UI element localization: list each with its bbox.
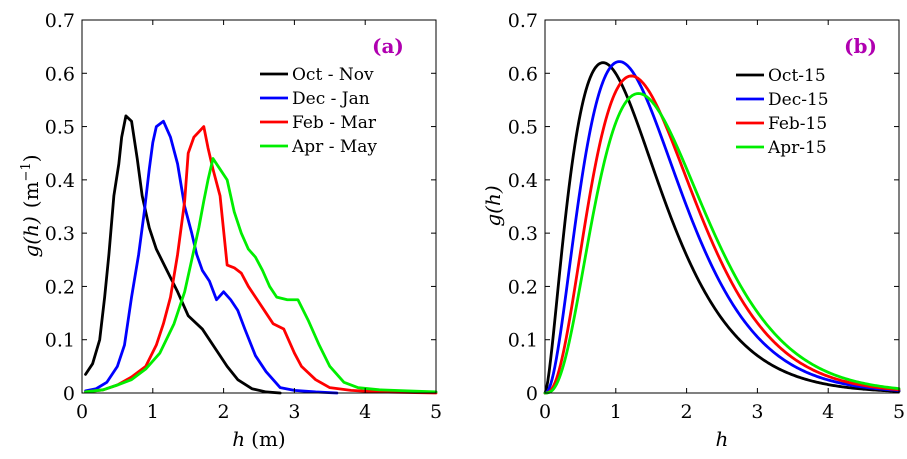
panel-b-legend-label-feb-15: Feb-15 — [768, 114, 827, 134]
panel-b-legend-label-apr-15: Apr-15 — [767, 138, 827, 158]
panel-b-legend: Oct-15 Dec-15 Feb-15 Apr-15 — [736, 66, 829, 158]
panel-b-legend-label-dec-15: Dec-15 — [768, 90, 829, 110]
panel-a-x-axis-label: h (m) — [232, 427, 285, 451]
panel-b-tag: (b) — [844, 34, 877, 58]
panel-a-x-tick-label: 4 — [359, 401, 371, 423]
panel-b-x-tick-label: 1 — [610, 401, 622, 423]
panel-a-legend-label-apr-may: Apr - May — [291, 137, 377, 157]
panel-b-series-line-feb-15 — [543, 74, 901, 395]
panel-b-series-line-apr-15 — [543, 92, 901, 395]
panel-a-y-tick-label: 0.7 — [45, 10, 75, 32]
panel-a-tag: (a) — [372, 34, 404, 58]
panel-a-x-tick-label: 1 — [147, 401, 159, 423]
panel-b-y-tick-label: 0.1 — [508, 330, 538, 352]
panel-b-x-axis-label: h — [716, 427, 729, 451]
panel-b-x-tick-label: 3 — [751, 401, 763, 423]
panel-a-y-axis-label: g(h)(m−1) — [19, 154, 43, 257]
panel-a-series-line-oct-nov — [84, 114, 282, 395]
panel-a-x-tick-label: 5 — [430, 401, 442, 423]
panel-a-y-tick-label: 0.1 — [45, 330, 75, 352]
panel-a-y-tick-label: 0.3 — [45, 223, 75, 245]
panel-b-y-axis-label: g(h) — [481, 185, 505, 226]
panel-b-x-tick-label: 2 — [681, 401, 693, 423]
panel-b-series-group — [543, 60, 901, 395]
panel-b-chart: 0 1 2 3 4 5 0 0.1 0.2 0.3 0.4 0.5 0.6 0.7 (b) Oct-15 D… — [481, 10, 905, 451]
panel-a-y-tick-label: 0.4 — [45, 170, 75, 192]
panel-b-y-tick-label: 0.4 — [508, 170, 538, 192]
panel-a-legend-label-oct-nov: Oct - Nov — [292, 65, 374, 85]
panel-b-y-tick-label: 0.7 — [508, 10, 538, 32]
panel-b-series-line-dec-15 — [543, 60, 901, 395]
panel-a-plot-frame — [81, 19, 437, 394]
panel-b-y-tick-label: 0 — [526, 383, 538, 405]
panel-b-series-line-oct-15 — [543, 61, 901, 395]
panel-a-y-tick-label: 0 — [63, 383, 75, 405]
panel-a-x-tick-label: 3 — [288, 401, 300, 423]
panel-a-legend: Oct - Nov Dec - Jan Feb - Mar Apr - May — [260, 65, 377, 157]
panel-b-plot-frame — [544, 19, 900, 394]
panel-a-series-group — [84, 114, 438, 395]
panel-b-x-tick-label: 4 — [822, 401, 834, 423]
panel-a-x-tick-label: 2 — [218, 401, 230, 423]
panel-a-y-tick-label: 0.6 — [45, 63, 75, 85]
panel-a-ticks-group: 0 1 2 3 4 5 0 0.1 0.2 0.3 0.4 0.5 0.6 0.7 — [45, 10, 442, 423]
panel-b-y-tick-label: 0.2 — [508, 276, 538, 298]
panel-a-y-tick-label: 0.2 — [45, 276, 75, 298]
panel-b-x-tick-label: 5 — [893, 401, 905, 423]
panel-a-chart: 0 1 2 3 4 5 0 0.1 0.2 0.3 0.4 0.5 0.6 0.7 (a) Oct - N… — [19, 10, 442, 451]
panel-b-legend-label-oct-15: Oct-15 — [768, 66, 826, 86]
panel-b-y-tick-label: 0.6 — [508, 63, 538, 85]
panel-b-x-tick-label: 0 — [539, 401, 551, 423]
panel-a-y-tick-label: 0.5 — [45, 117, 75, 139]
panel-a-series-line-feb-mar — [84, 125, 438, 395]
panel-b-y-tick-label: 0.3 — [508, 223, 538, 245]
panel-a-series-line-dec-jan — [84, 119, 339, 395]
panel-b-ticks-group: 0 1 2 3 4 5 0 0.1 0.2 0.3 0.4 0.5 0.6 0.7 — [508, 10, 905, 423]
panel-a-legend-label-feb-mar: Feb - Mar — [292, 113, 377, 133]
panel-a-x-tick-label: 0 — [76, 401, 88, 423]
panel-a-legend-label-dec-jan: Dec - Jan — [292, 89, 370, 109]
panel-b-y-tick-label: 0.5 — [508, 117, 538, 139]
panel-a-series-line-apr-may — [84, 157, 438, 394]
